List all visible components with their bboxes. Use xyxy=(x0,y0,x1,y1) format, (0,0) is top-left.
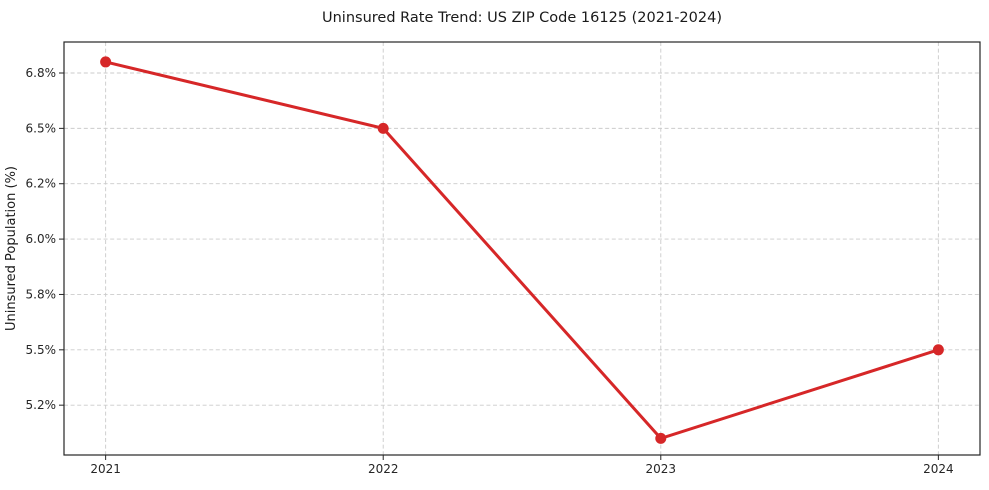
plot-border xyxy=(63,41,981,456)
y-tick-label: 5.2% xyxy=(26,398,57,412)
y-tick-label: 6.0% xyxy=(26,232,57,246)
x-tick-label: 2024 xyxy=(923,462,954,476)
y-tick-label: 5.8% xyxy=(26,287,57,301)
data-point-2023 xyxy=(655,432,667,444)
x-tick-label: 2021 xyxy=(90,462,121,476)
axes-layer: 2021 2022 2023 2024 6.8% 6.5% 6.2% 6.0% 5.8% 5.5%… xyxy=(26,41,981,476)
y-tick-label: 6.8% xyxy=(26,66,57,80)
data-point-2022 xyxy=(377,122,389,134)
y-tick-label: 6.2% xyxy=(26,177,57,191)
y-tick-label: 6.5% xyxy=(26,121,57,135)
chart-title: Uninsured Rate Trend: US ZIP Code 16125 … xyxy=(322,10,722,26)
series-layer xyxy=(100,56,944,444)
grid-layer xyxy=(64,42,980,455)
y-tick-label: 5.5% xyxy=(26,343,57,357)
y-axis-label: Uninsured Population (%) xyxy=(4,166,19,331)
x-tick-label: 2023 xyxy=(646,462,677,476)
trend-line xyxy=(104,60,940,441)
data-point-2021 xyxy=(100,56,112,68)
data-point-2024 xyxy=(932,344,944,356)
x-tick-label: 2022 xyxy=(368,462,399,476)
